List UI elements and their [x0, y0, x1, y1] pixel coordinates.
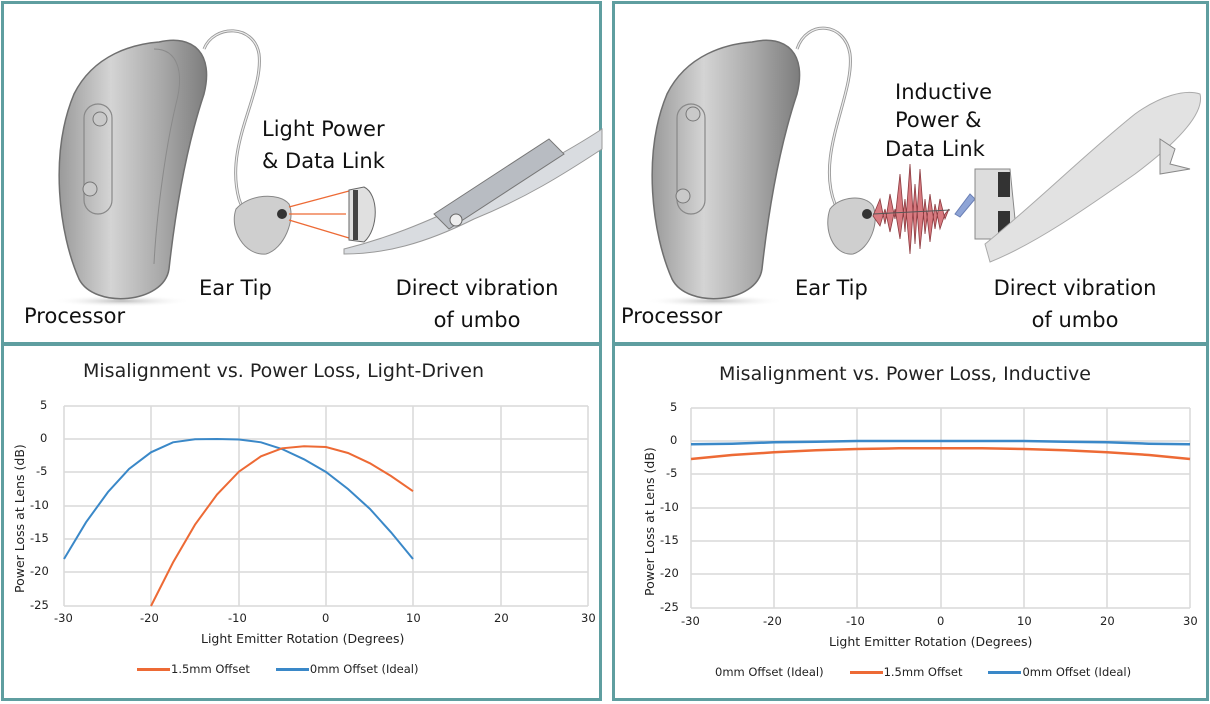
- link-label-line3: Data Link: [885, 137, 985, 161]
- y-tick: -25: [660, 600, 679, 614]
- x-tick: -20: [140, 611, 159, 625]
- y-tick: -5: [36, 464, 48, 478]
- umbo-label-line1: Direct vibration: [395, 276, 559, 300]
- y-tick: -10: [660, 500, 679, 514]
- ear-tip-label: Ear Tip: [199, 276, 272, 300]
- light-beam: [288, 190, 350, 208]
- processor-shadow-icon: [52, 295, 192, 307]
- umbo-label-line1: Direct vibration: [993, 276, 1157, 300]
- x-tick: 30: [581, 611, 596, 625]
- hearing-aid-inductive-illustration: [645, 26, 1202, 307]
- umbo-icon: [984, 91, 1202, 263]
- series-1.5mm-offset: [150, 445, 414, 607]
- y-tick: 5: [40, 398, 48, 412]
- y-axis-label: Power Loss at Lens (dB): [12, 444, 27, 593]
- y-tick: 0: [670, 433, 678, 447]
- link-label-line2: & Data Link: [262, 149, 385, 173]
- y-tick: -25: [30, 598, 49, 612]
- x-axis-label: Light Emitter Rotation (Degrees): [829, 634, 1033, 649]
- x-tick: 0: [322, 611, 330, 625]
- grid: [690, 407, 1191, 609]
- chart-title: Misalignment vs. Power Loss, Inductive: [719, 363, 1091, 385]
- light-illustration-panel: Light Power & Data Link Ear Tip Processo…: [1, 1, 603, 345]
- y-tick: 5: [670, 400, 678, 414]
- x-tick: -30: [681, 614, 700, 628]
- legend-item-0mm: 0mm Offset (Ideal): [275, 662, 418, 676]
- ear-tip-icon: [827, 197, 876, 255]
- legend: 0mm Offset (Ideal) 1.5mm Offset 0mm Offs…: [715, 665, 1157, 679]
- inductive-chart-panel: Misalignment vs. Power Loss, Inductive 5…: [612, 343, 1209, 701]
- ear-tip-icon: [233, 195, 292, 255]
- x-tick: -30: [54, 611, 73, 625]
- x-axis-label: Light Emitter Rotation (Degrees): [201, 631, 405, 646]
- blue-line-swatch-icon: [988, 670, 1022, 674]
- x-tick: -20: [763, 614, 782, 628]
- x-tick: 30: [1183, 614, 1198, 628]
- x-tick: 20: [494, 611, 509, 625]
- ear-tip-label: Ear Tip: [795, 276, 868, 300]
- series-0mm-offset: [690, 439, 1191, 446]
- x-tick: 20: [1100, 614, 1115, 628]
- grid: [63, 405, 589, 607]
- umbo-label-line2: of umbo: [433, 308, 521, 332]
- x-tick: -10: [228, 611, 247, 625]
- blue-line-swatch-icon: [275, 667, 309, 671]
- x-tick: 10: [406, 611, 421, 625]
- link-label-line2: Power &: [895, 108, 982, 132]
- series-1.5mm-offset: [690, 447, 1191, 461]
- x-tick: 0: [937, 614, 945, 628]
- legend: 1.5mm Offset 0mm Offset (Ideal): [137, 662, 444, 676]
- legend-item-0mm-unmarked: 0mm Offset (Ideal): [715, 665, 824, 679]
- orange-line-swatch-icon: [137, 667, 170, 671]
- link-label-line1: Light Power: [262, 117, 385, 141]
- processor-icon: [58, 39, 208, 300]
- inductive-illustration-panel: Inductive Power & Data Link Ear Tip Proc…: [612, 1, 1209, 345]
- hearing-aid-light-illustration: [52, 29, 603, 307]
- x-tick: -10: [846, 614, 865, 628]
- light-chart-panel: Misalignment vs. Power Loss, Light-Drive…: [1, 343, 602, 701]
- processor-label: Processor: [621, 304, 723, 328]
- y-tick: -15: [30, 531, 49, 545]
- inductive-chart-plot: [690, 407, 1191, 609]
- light-chart-plot: [63, 405, 589, 607]
- y-tick: -15: [660, 533, 679, 547]
- legend-item-0mm: 0mm Offset (Ideal): [988, 665, 1131, 679]
- processor-panel-icon: [83, 103, 113, 215]
- y-tick: -10: [30, 498, 49, 512]
- umbo-label-line2: of umbo: [1031, 308, 1119, 332]
- lens-receiver-icon: [348, 186, 376, 243]
- link-label-line1: Inductive: [895, 80, 993, 104]
- x-tick: 10: [1017, 614, 1032, 628]
- legend-item-1.5mm: 1.5mm Offset: [137, 662, 250, 676]
- legend-item-1.5mm: 1.5mm Offset: [849, 665, 962, 679]
- y-axis-label: Power Loss at Lens (dB): [642, 447, 657, 596]
- orange-line-swatch-icon: [849, 670, 883, 674]
- inductive-wave-icon: [872, 163, 950, 255]
- processor-icon: [651, 39, 801, 300]
- y-tick: -20: [660, 566, 679, 580]
- series-0mm-offset: [63, 437, 414, 560]
- y-tick: -20: [30, 564, 49, 578]
- processor-label: Processor: [24, 304, 126, 328]
- chart-title: Misalignment vs. Power Loss, Light-Drive…: [83, 360, 485, 382]
- y-tick: 0: [40, 431, 48, 445]
- y-tick: -5: [666, 466, 678, 480]
